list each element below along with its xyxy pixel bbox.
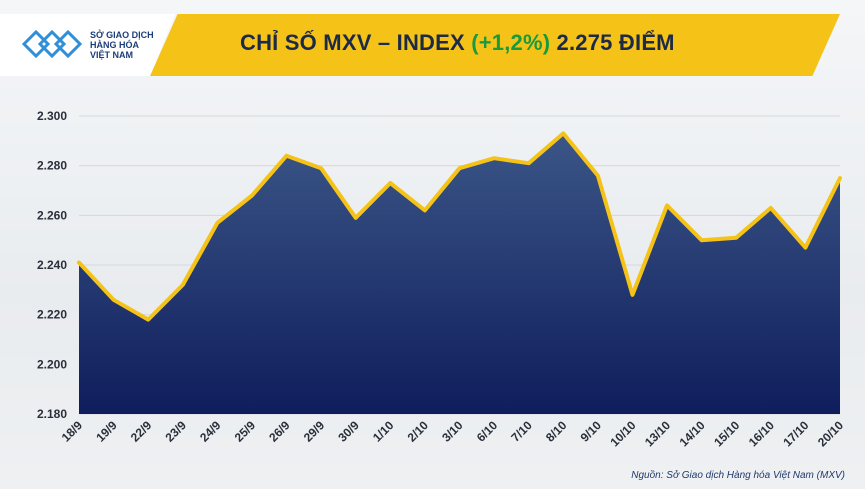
x-tick-label: 1/10 <box>370 418 397 445</box>
x-tick-label: 14/10 <box>677 418 708 449</box>
x-tick-label: 8/10 <box>543 418 570 445</box>
chart-title: CHỈ SỐ MXV – INDEX (+1,2%) 2.275 ĐIỂM <box>240 30 675 56</box>
x-tick-label: 10/10 <box>607 418 638 449</box>
x-tick-label: 15/10 <box>711 418 742 449</box>
x-tick-label: 3/10 <box>439 418 466 445</box>
x-axis-ticks: 18/9 19/9 22/9 23/9 24/9 25/9 26/9 29/9 30/9 1/10… <box>59 418 847 449</box>
logo-line-1: SỞ GIAO DỊCH <box>90 30 154 40</box>
title-suffix: 2.275 ĐIỂM <box>550 30 675 55</box>
x-tick-label: 29/9 <box>301 418 328 445</box>
logo-line-3: VIỆT NAM <box>90 50 134 60</box>
y-tick-label: 2.300 <box>37 109 67 123</box>
title-banner <box>150 14 840 76</box>
title-change: (+1,2%) <box>471 30 551 55</box>
x-tick-label: 20/10 <box>815 418 846 449</box>
logo-text: SỞ GIAO DỊCH HÀNG HÓA VIỆT NAM <box>90 30 154 60</box>
logo-icon <box>22 29 83 59</box>
y-tick-label: 2.240 <box>37 258 67 272</box>
y-axis-ticks: 2.180 2.200 2.220 2.240 2.260 2.280 2.300 <box>37 109 67 421</box>
x-tick-label: 23/9 <box>163 418 190 445</box>
y-tick-label: 2.180 <box>37 407 67 421</box>
x-tick-label: 24/9 <box>197 418 224 445</box>
x-tick-label: 16/10 <box>746 418 777 449</box>
x-tick-label: 17/10 <box>780 418 811 449</box>
x-tick-label: 13/10 <box>642 418 673 449</box>
x-tick-label: 2/10 <box>405 418 432 445</box>
y-tick-label: 2.260 <box>37 208 67 222</box>
x-tick-label: 6/10 <box>474 418 501 445</box>
x-tick-label: 25/9 <box>232 418 259 445</box>
x-tick-label: 30/9 <box>335 418 362 445</box>
logo-line-2: HÀNG HÓA <box>90 40 139 50</box>
y-tick-label: 2.280 <box>37 159 67 173</box>
source-note: Nguồn: Sở Giao dịch Hàng hóa Việt Nam (M… <box>631 470 845 481</box>
x-tick-label: 18/9 <box>59 418 86 445</box>
area-fill <box>79 133 840 414</box>
y-tick-label: 2.200 <box>37 357 67 371</box>
series-line <box>77 131 842 322</box>
logo-panel <box>0 14 175 76</box>
y-tick-label: 2.220 <box>37 308 67 322</box>
x-tick-label: 9/10 <box>578 418 605 445</box>
x-tick-label: 26/9 <box>266 418 293 445</box>
title-prefix: CHỈ SỐ MXV – INDEX <box>240 30 472 55</box>
x-tick-label: 19/9 <box>93 418 120 445</box>
x-tick-label: 22/9 <box>128 418 155 445</box>
x-tick-label: 7/10 <box>508 418 535 445</box>
